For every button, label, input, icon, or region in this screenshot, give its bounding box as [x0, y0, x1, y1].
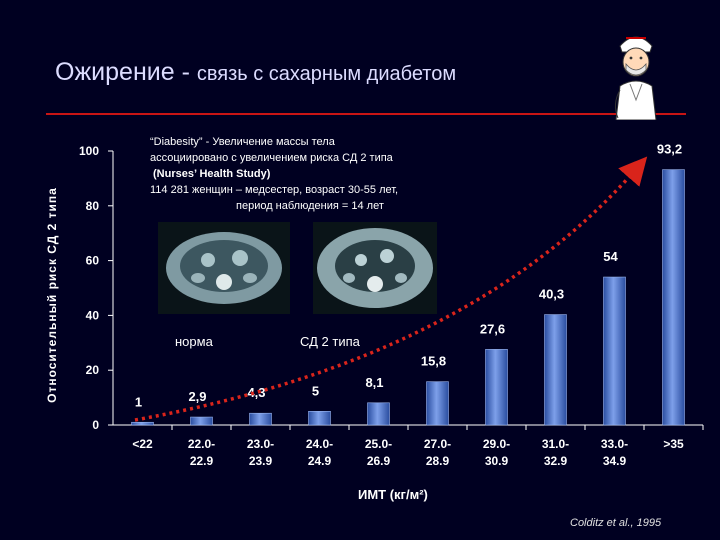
- bar-value-label-8: 54: [603, 249, 618, 264]
- y-tick-label: 40: [86, 308, 100, 322]
- slide-title-sub: связь с сахарным диабетом: [196, 63, 457, 85]
- slide-title: Ожирение - связь с сахарным диабетом: [55, 58, 456, 87]
- bar-7: [544, 314, 567, 426]
- x-tick-label-8: 34.9: [603, 454, 627, 468]
- y-tick-label: 60: [86, 254, 100, 268]
- bar-value-label-1: 2,9: [188, 389, 206, 404]
- scan-label-normal: норма: [175, 334, 213, 349]
- bar-value-label-2: 4,3: [247, 385, 265, 400]
- x-tick-label-5: 28.9: [426, 454, 450, 468]
- note-line-1: “Diabesity” - Увеличение массы тела: [150, 136, 335, 148]
- ct-scan-diabetes-image: [313, 222, 437, 314]
- bar-3: [308, 410, 331, 426]
- bar-value-label-3: 5: [312, 383, 319, 398]
- x-tick-label-0: <22: [132, 437, 153, 451]
- note-line-3: (Nurses’ Health Study): [153, 168, 271, 180]
- x-tick-label-3: 24.9: [308, 454, 332, 468]
- study-note: “Diabesity” - Увеличение массы тела ассо…: [150, 134, 510, 214]
- bar-value-label-0: 1: [135, 394, 142, 409]
- bar-value-label-6: 27,6: [480, 321, 505, 336]
- bar-6: [485, 349, 508, 426]
- x-tick-label-7: 31.0-: [542, 437, 569, 451]
- note-line-4: 114 281 женщин – медсестер, возраст 30-5…: [150, 184, 399, 196]
- bar-0: [131, 421, 154, 426]
- x-tick-label-2: 23.9: [249, 454, 273, 468]
- ct-scan-normal-image: [158, 222, 290, 314]
- citation-credit: Colditz et al., 1995: [570, 517, 662, 529]
- y-tick-label: 20: [86, 363, 100, 377]
- bar-value-label-4: 8,1: [365, 375, 383, 390]
- note-line-5: период наблюдения = 14 лет: [236, 200, 384, 212]
- x-axis-label: ИМТ (кг/м²): [358, 487, 428, 502]
- x-tick-label-1: 22.0-: [188, 437, 215, 451]
- bar-9: [662, 169, 685, 426]
- bar-5: [426, 381, 449, 426]
- x-tick-label-3: 24.0-: [306, 437, 333, 451]
- title-divider: [46, 113, 686, 115]
- note-line-2: ассоциировано с увеличением риска СД 2 т…: [150, 152, 393, 164]
- y-tick-label: 80: [86, 199, 100, 213]
- x-tick-label-4: 25.0-: [365, 437, 392, 451]
- bar-value-label-7: 40,3: [539, 287, 564, 302]
- x-tick-label-6: 29.0-: [483, 437, 510, 451]
- x-tick-label-5: 27.0-: [424, 437, 451, 451]
- bar-8: [603, 276, 626, 426]
- bar-value-label-9: 93,2: [657, 142, 682, 157]
- x-tick-label-2: 23.0-: [247, 437, 274, 451]
- x-tick-label-8: 33.0-: [601, 437, 628, 451]
- bar-4: [367, 402, 390, 426]
- slide-title-main: Ожирение -: [55, 58, 197, 86]
- x-tick-label-4: 26.9: [367, 454, 391, 468]
- y-tick-label: 0: [92, 418, 99, 432]
- x-tick-label-1: 22.9: [190, 454, 214, 468]
- scan-label-diabetes: СД 2 типа: [300, 334, 360, 349]
- bar-2: [249, 412, 272, 426]
- bar-value-label-5: 15,8: [421, 354, 446, 369]
- y-tick-label: 100: [79, 144, 99, 158]
- x-tick-label-6: 30.9: [485, 454, 509, 468]
- bar-1: [190, 416, 213, 426]
- x-tick-label-7: 32.9: [544, 454, 568, 468]
- x-tick-label-9: >35: [663, 437, 684, 451]
- nurse-illustration: [614, 36, 657, 120]
- trend-arrow: [134, 156, 648, 422]
